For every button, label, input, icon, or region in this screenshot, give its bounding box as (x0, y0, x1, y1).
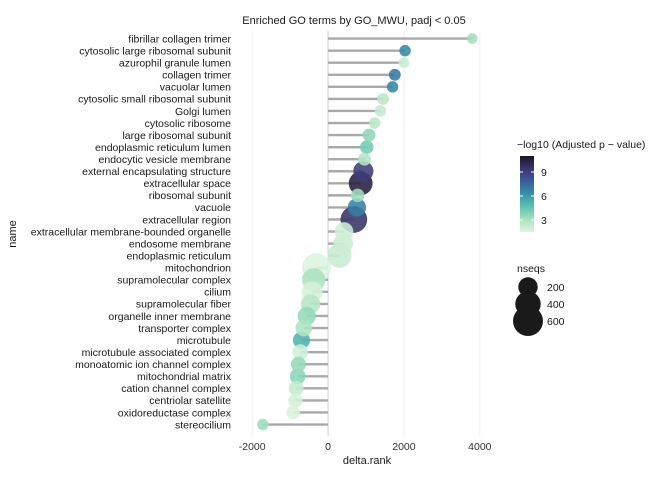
color-legend-bar (520, 156, 534, 232)
category-label: endoplasmic reticulum lumen (95, 142, 231, 154)
data-point (368, 117, 381, 129)
data-point (358, 152, 371, 166)
category-label: supramolecular complex (117, 275, 232, 287)
category-label: vacuolar lumen (160, 82, 231, 94)
size-legend-label: 600 (547, 316, 565, 328)
data-point (353, 161, 374, 182)
data-point (292, 344, 309, 361)
category-label: endosome membrane (129, 238, 231, 250)
category-label: transporter complex (138, 323, 232, 335)
category-label: extracellular space (143, 178, 231, 190)
color-legend-label: 3 (541, 215, 547, 227)
category-label: organelle inner membrane (108, 311, 231, 323)
category-label: vacuole (195, 202, 231, 214)
size-legend-label: 200 (547, 282, 565, 294)
category-label: mitochondrion (165, 263, 231, 275)
data-point (386, 81, 399, 93)
size-legend-circle (513, 306, 543, 336)
plot-marks (257, 33, 478, 431)
data-point (399, 44, 411, 57)
data-point (359, 140, 374, 154)
category-label: external encapsulating structure (82, 166, 231, 178)
category-label: centriolar satellite (149, 395, 231, 407)
category-label: endoplasmic reticulum (127, 250, 232, 262)
category-label: oxidoreductase complex (118, 407, 232, 419)
data-point (288, 393, 303, 408)
x-tick-label: 0 (325, 441, 331, 453)
category-label: stereocilium (175, 419, 231, 431)
category-label: cytosolic small ribosomal subunit (78, 94, 231, 106)
data-point (350, 188, 365, 203)
category-label: azurophil granule lumen (119, 58, 231, 70)
plot-grid (251, 31, 481, 436)
y-axis-title: name (7, 220, 19, 248)
category-label: monoatomic ion channel complex (75, 359, 232, 371)
data-point (334, 222, 354, 241)
category-label: mitochondrial matrix (137, 371, 232, 383)
category-label: extracellular region (142, 214, 231, 226)
size-legend-circle (518, 277, 538, 297)
data-point (289, 368, 306, 385)
color-legend-label: 6 (541, 191, 547, 203)
category-label: cytosolic large ribosomal subunit (79, 45, 231, 57)
data-point (295, 319, 313, 337)
category-label: large ribosomal subunit (122, 130, 231, 142)
color-legend-ticks: 3 6 9 (520, 167, 547, 227)
category-label: supramolecular fiber (136, 299, 232, 311)
category-label: cytosolic ribosome (145, 118, 232, 130)
data-point (286, 405, 300, 420)
category-label: cation channel complex (121, 383, 231, 395)
data-point (466, 33, 478, 44)
category-label: endocytic vesicle membrane (99, 154, 232, 166)
x-axis-ticks: -2000 0 2000 4000 (239, 441, 492, 453)
color-legend: −log10 (Adjusted p − value) 3 6 9 (517, 139, 645, 232)
size-legend-label: 400 (547, 299, 565, 311)
x-tick-label: 2000 (392, 441, 416, 453)
size-legend-items: 200 400 600 (513, 277, 565, 336)
data-point (377, 92, 389, 105)
category-label: collagen trimer (162, 70, 231, 82)
data-point (362, 128, 376, 142)
category-label: Golgi lumen (175, 106, 231, 118)
category-label: microtubule (177, 335, 231, 347)
data-point (257, 418, 269, 431)
size-legend-title: nseqs (517, 263, 545, 275)
category-label: microtubule associated complex (82, 347, 232, 359)
color-legend-label: 9 (541, 167, 547, 179)
category-label: ribosomal subunit (149, 190, 231, 202)
x-tick-label: -2000 (239, 441, 266, 453)
data-point (398, 57, 410, 69)
x-axis-title: delta.rank (343, 455, 392, 467)
chart-title: Enriched GO terms by GO_MWU, padj < 0.05 (242, 15, 465, 27)
data-point (288, 380, 304, 396)
data-point (347, 198, 367, 217)
category-label: cilium (204, 287, 231, 299)
x-tick-label: 4000 (468, 441, 492, 453)
data-point (374, 105, 387, 117)
points (257, 33, 478, 431)
color-legend-title: −log10 (Adjusted p − value) (517, 139, 645, 151)
category-label: fibrillar collagen trimer (128, 33, 231, 45)
data-point (290, 356, 307, 372)
size-legend: nseqs 200 400 600 (513, 263, 565, 336)
category-label: extracellular membrane-bounded organelle (31, 226, 231, 238)
data-point (388, 68, 401, 81)
